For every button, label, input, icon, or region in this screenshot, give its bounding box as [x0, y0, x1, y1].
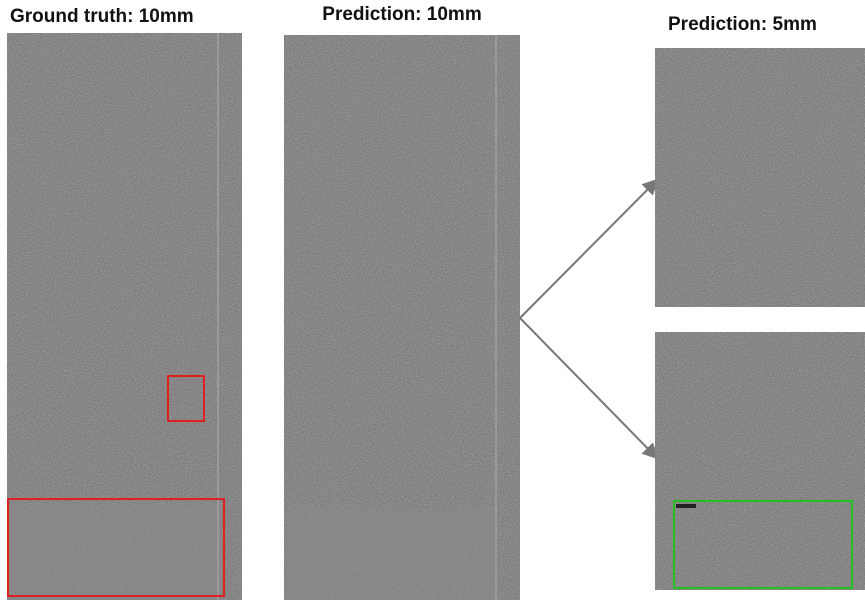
page: {"panels": [{"title": "Ground truth: 10m… [0, 0, 865, 600]
figure: Ground truth: 10mm Prediction: 10mm Pred… [0, 0, 865, 600]
panel-title: Ground truth: 10mm [10, 6, 194, 27]
image-panel [655, 332, 865, 590]
panel-title: Prediction: 10mm [322, 4, 481, 25]
arrow [520, 318, 657, 458]
arrow [520, 180, 657, 318]
image-panel [284, 35, 520, 600]
panel-title: Prediction: 5mm [668, 14, 817, 35]
image-panel [655, 48, 865, 307]
image-panel [7, 33, 242, 600]
